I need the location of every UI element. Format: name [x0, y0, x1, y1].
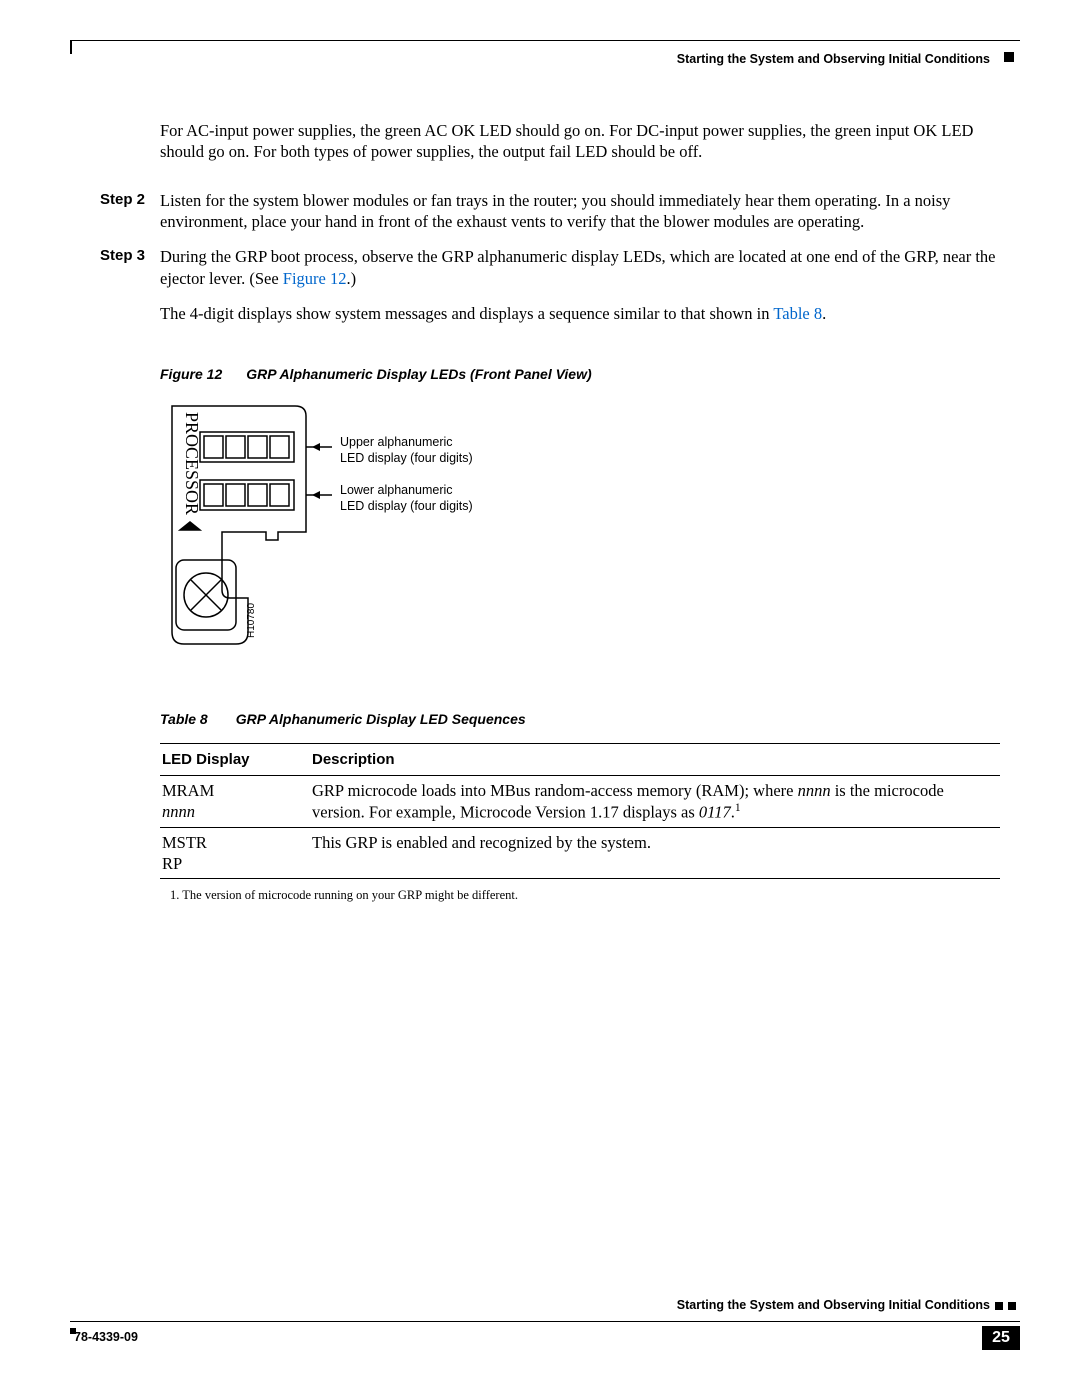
step-2-text: Listen for the system blower modules or …	[160, 190, 1000, 232]
step-3-para-2: The 4-digit displays show system message…	[160, 303, 1000, 324]
col-desc-header: Description	[310, 743, 1000, 775]
led1-line1: MRAM	[162, 781, 214, 800]
d1sup: 1	[735, 802, 741, 814]
step-3-text: During the GRP boot process, observe the…	[160, 246, 1000, 337]
cell-led-2: MSTR RP	[160, 827, 310, 878]
d1a: GRP microcode loads into MBus random-acc…	[312, 781, 798, 800]
footer-decor-icon	[995, 1299, 1020, 1313]
table-caption: Table 8 GRP Alphanumeric Display LED Sequ…	[160, 711, 1000, 729]
processor-svg: PROCESSOR	[160, 402, 560, 662]
table-header-row: LED Display Description	[160, 743, 1000, 775]
table-number: Table 8	[160, 711, 208, 727]
intro-paragraph: For AC-input power supplies, the green A…	[160, 120, 1000, 162]
figure-12-diagram: PROCESSOR	[160, 402, 1000, 667]
step-3-para-1: During the GRP boot process, observe the…	[160, 246, 1000, 288]
figure-caption: Figure 12 GRP Alphanumeric Display LEDs (…	[160, 366, 1000, 384]
body-content: For AC-input power supplies, the green A…	[160, 120, 1000, 903]
lower-led-label-2: LED display (four digits)	[340, 499, 473, 513]
col-led-header: LED Display	[160, 743, 310, 775]
table-row: MRAM nnnn GRP microcode loads into MBus …	[160, 775, 1000, 827]
step-3-row: Step 3 During the GRP boot process, obse…	[160, 246, 1000, 337]
table-row: MSTR RP This GRP is enabled and recogniz…	[160, 827, 1000, 878]
running-header: Starting the System and Observing Initia…	[677, 52, 990, 66]
led-sequence-table: LED Display Description MRAM nnnn GRP mi…	[160, 743, 1000, 879]
table-8-link[interactable]: Table 8	[773, 304, 822, 323]
cell-desc-1: GRP microcode loads into MBus random-acc…	[310, 775, 1000, 827]
footer-rule	[70, 1321, 1020, 1322]
lower-led-label-1: Lower alphanumeric	[340, 483, 453, 497]
step-3-label: Step 3	[100, 246, 160, 337]
top-rule	[70, 40, 1020, 42]
processor-label: PROCESSOR	[182, 412, 202, 515]
top-tick	[70, 40, 72, 54]
cell-led-1: MRAM nnnn	[160, 775, 310, 827]
step-2-label: Step 2	[100, 190, 160, 232]
running-footer: Starting the System and Observing Initia…	[677, 1298, 990, 1312]
led2-line2: RP	[162, 854, 182, 873]
header-marker-box	[1004, 52, 1014, 62]
led1-line2: nnnn	[162, 802, 195, 821]
step-3-text-2: .)	[347, 269, 357, 288]
step-3-para2-a: The 4-digit displays show system message…	[160, 304, 773, 323]
step-2-row: Step 2 Listen for the system blower modu…	[160, 190, 1000, 232]
page-frame: Starting the System and Observing Initia…	[70, 40, 1020, 1350]
d1d: 0117	[699, 802, 731, 821]
table-footnote: 1. The version of microcode running on y…	[170, 887, 1000, 903]
d1b: nnnn	[798, 781, 831, 800]
step-3-para2-b: .	[822, 304, 826, 323]
intro-empty-label	[100, 120, 160, 176]
figure-number: Figure 12	[160, 366, 222, 382]
upper-led-label-2: LED display (four digits)	[340, 451, 473, 465]
part-id: H10780	[246, 602, 257, 637]
table-title: GRP Alphanumeric Display LED Sequences	[236, 711, 526, 727]
page-number: 25	[982, 1326, 1020, 1350]
led2-line1: MSTR	[162, 833, 207, 852]
figure-title: GRP Alphanumeric Display LEDs (Front Pan…	[246, 366, 591, 382]
intro-paragraph-row: For AC-input power supplies, the green A…	[160, 120, 1000, 176]
cell-desc-2: This GRP is enabled and recognized by th…	[310, 827, 1000, 878]
upper-led-label-1: Upper alphanumeric	[340, 435, 453, 449]
figure-12-link[interactable]: Figure 12	[283, 269, 347, 288]
doc-number: 78-4339-09	[74, 1330, 138, 1344]
